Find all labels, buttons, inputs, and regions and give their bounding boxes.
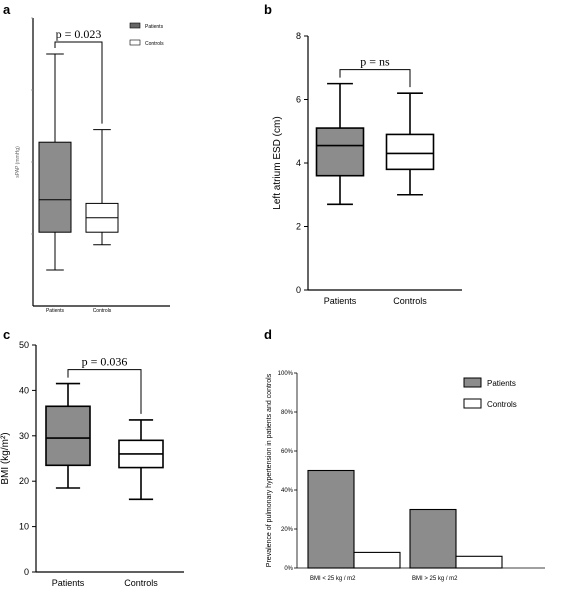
y-tick-label-d: 40% (281, 488, 294, 494)
p-value-label-a: p = 0.023 (56, 27, 102, 41)
y-tick-label-d: 0% (284, 566, 293, 572)
x-tick-label-a: Patients (46, 308, 65, 314)
y-tick-label-b: 6 (296, 95, 301, 105)
plot-layer: sPAP (mmHg) Patients Controls p = 0.023 Pati… (0, 17, 545, 588)
bar-patients-1 (409, 508, 457, 569)
box-b-controls (385, 133, 435, 171)
panel-label-c: c (3, 327, 10, 342)
x-tick-label-b: Controls (393, 296, 427, 306)
x-tick-label-d: BMI > 25 kg / m2 (412, 576, 458, 582)
x-tick-label-c: Controls (124, 578, 158, 588)
legend-label-d: Patients (487, 379, 516, 388)
y-tick-label-c: 20 (19, 476, 29, 486)
panel-label-a: a (3, 2, 11, 17)
y-tick-label-c: 10 (19, 522, 29, 532)
x-tick-label-b: Patients (324, 296, 357, 306)
bar-patients-0 (307, 469, 355, 569)
y-axis-label-c: BMI (kg/m²) (0, 432, 11, 484)
legend-swatch-d (463, 398, 482, 409)
legend-label-d: Controls (487, 400, 517, 409)
legend-swatch-a (129, 22, 141, 29)
y-tick-label-c: 30 (19, 431, 29, 441)
y-axis-label-b: Left atrium ESD (cm) (272, 116, 283, 209)
y-tick-label-d: 20% (281, 527, 294, 533)
x-tick-label-c: Patients (52, 578, 85, 588)
bar-controls-1 (455, 555, 503, 569)
y-tick-label-c: 50 (19, 340, 29, 350)
y-axis-label-d: Prevalence of pulmonary hypertension in … (266, 373, 273, 567)
y-tick-label-b: 0 (296, 285, 301, 295)
y-tick-label-b: 8 (296, 31, 301, 41)
y-tick-label-d: 100% (278, 371, 294, 377)
y-tick-label-d: 60% (281, 449, 294, 455)
legend-label-a: Patients (145, 24, 164, 30)
panel-label-d: d (264, 327, 272, 342)
legend-label-a: Controls (145, 41, 164, 47)
x-tick-label-d: BMI < 25 kg / m2 (310, 576, 356, 582)
y-tick-label-b: 4 (296, 158, 301, 168)
significance-bracket-a (54, 41, 103, 124)
legend-swatch-a (129, 39, 141, 46)
y-tick-label-c: 0 (24, 567, 29, 577)
y-axis-label-a: sPAP (mmHg) (15, 146, 21, 178)
legend-swatch-d (463, 377, 482, 388)
box-a-patients (38, 141, 72, 233)
box-c-patients (45, 405, 91, 467)
y-tick-label-b: 2 (296, 222, 301, 232)
p-value-label-c: p = 0.036 (82, 355, 128, 369)
bar-controls-0 (353, 551, 401, 569)
x-tick-label-a: Controls (93, 308, 112, 314)
box-b-patients (315, 127, 365, 177)
y-tick-label-d: 80% (281, 410, 294, 416)
p-value-label-b: p = ns (360, 55, 390, 69)
y-tick-label-c: 40 (19, 385, 29, 395)
panel-label-b: b (264, 2, 272, 17)
significance-bracket-c (67, 369, 142, 414)
significance-bracket-b (339, 69, 411, 88)
